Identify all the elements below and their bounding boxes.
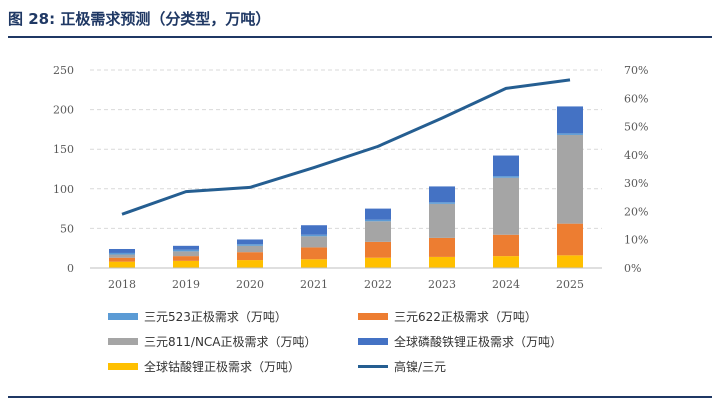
legend-item-ncm811-nca: 三元811/NCA正极需求（万吨） xyxy=(108,333,317,350)
bar-segment-ncm811-nca xyxy=(493,177,519,235)
y-right-tick-label: 40% xyxy=(624,149,648,162)
x-tick-label: 2018 xyxy=(108,278,136,291)
legend-line-ratio xyxy=(358,365,388,368)
bar-segment-ncm622 xyxy=(237,252,263,261)
grid-layer xyxy=(90,69,602,229)
y-right-tick-label: 10% xyxy=(624,234,648,247)
legend-label-ratio: 高镍/三元 xyxy=(394,360,447,374)
y-left-tick-label: 150 xyxy=(53,143,74,156)
bar-segment-lco xyxy=(493,256,519,268)
y-left-tick-label: 200 xyxy=(53,104,74,117)
bar-segment-ncm523 xyxy=(429,202,455,204)
bar-segment-lfp xyxy=(301,225,327,235)
x-tick-label: 2024 xyxy=(492,278,520,291)
line-layer xyxy=(121,78,571,216)
bar-segment-lfp xyxy=(109,248,135,253)
y-right-tick-label: 30% xyxy=(624,177,648,190)
legend-swatch-ncm811-nca xyxy=(108,338,138,345)
bar-segment-lfp xyxy=(365,208,391,220)
x-tick-label: 2022 xyxy=(364,278,392,291)
y-left-tick-label: 50 xyxy=(60,222,74,235)
legend-swatch-lco xyxy=(108,363,138,370)
y-right-tick-label: 50% xyxy=(624,121,648,134)
bar-segment-ncm811-nca xyxy=(557,134,583,224)
bar-segment-ncm811-nca xyxy=(173,251,199,257)
bar-segment-lco xyxy=(557,255,583,268)
legend-label-ncm523: 三元523正极需求（万吨） xyxy=(144,310,287,324)
y-right-tick-label: 0% xyxy=(624,262,641,275)
bar-segment-ncm523 xyxy=(109,252,135,255)
legend-swatch-ncm523 xyxy=(108,313,138,320)
bar-segment-ncm622 xyxy=(365,241,391,258)
bar-segment-ncm622 xyxy=(109,257,135,262)
bottom-rule xyxy=(8,396,712,398)
y-right-tick-label: 60% xyxy=(624,92,648,105)
x-tick-label: 2025 xyxy=(556,278,584,291)
y-right-tick-label: 70% xyxy=(624,64,648,77)
bar-segment-ncm523 xyxy=(365,219,391,222)
x-tick-label: 2019 xyxy=(172,278,200,291)
title-rule xyxy=(8,36,712,38)
bar-segment-ncm622 xyxy=(493,234,519,257)
legend-label-lco: 全球钴酸锂正极需求（万吨） xyxy=(144,360,301,374)
axis-layer: 0 50 100 150 200 250 0% 10% 20% 30% 40% 50% 60% 70% 20… xyxy=(53,64,648,291)
bar-segment-lco xyxy=(237,260,263,268)
legend-item-lco: 全球钴酸锂正极需求（万吨） xyxy=(108,358,300,375)
bar-segment-lfp xyxy=(429,186,455,203)
y-left-tick-label: 100 xyxy=(53,183,74,196)
series-line-ratio xyxy=(121,78,571,216)
bar-segment-ncm811-nca xyxy=(301,236,327,248)
bar-segment-lco xyxy=(429,256,455,268)
x-tick-label: 2021 xyxy=(300,278,328,291)
legend-label-lfp: 全球磷酸铁锂正极需求（万吨） xyxy=(394,335,563,349)
bar-segment-ncm811-nca xyxy=(237,245,263,253)
bar-segment-lfp xyxy=(493,155,519,177)
bar-segment-ncm811-nca xyxy=(429,203,455,238)
bar-segment-lfp xyxy=(237,239,263,245)
legend-label-ncm811-nca: 三元811/NCA正极需求（万吨） xyxy=(144,335,317,349)
legend-item-ratio: 高镍/三元 xyxy=(358,358,446,375)
bar-segment-ncm523 xyxy=(173,249,199,252)
bar-layer xyxy=(109,106,583,268)
x-tick-label: 2023 xyxy=(428,278,456,291)
bar-segment-lco xyxy=(173,260,199,268)
bar-segment-ncm622 xyxy=(557,223,583,256)
bar-segment-ncm811-nca xyxy=(365,221,391,242)
bar-segment-ncm523 xyxy=(237,244,263,246)
bar-segment-ncm523 xyxy=(493,176,519,178)
legend-label-ncm622: 三元622正极需求（万吨） xyxy=(394,310,537,324)
bar-segment-ncm523 xyxy=(301,234,327,237)
bar-segment-lco xyxy=(301,259,327,268)
legend-item-ncm523: 三元523正极需求（万吨） xyxy=(108,308,287,325)
bar-segment-ncm622 xyxy=(429,237,455,257)
bar-segment-ncm811-nca xyxy=(109,254,135,258)
bar-segment-lco xyxy=(365,257,391,268)
y-right-tick-label: 20% xyxy=(624,205,648,218)
figure-title: 图 28: 正极需求预测（分类型，万吨） xyxy=(8,10,271,28)
bar-segment-lfp xyxy=(173,245,199,250)
legend-item-lfp: 全球磷酸铁锂正极需求（万吨） xyxy=(358,333,562,350)
y-left-tick-label: 0 xyxy=(67,262,74,275)
legend-swatch-lfp xyxy=(358,338,388,345)
bar-segment-lfp xyxy=(557,106,583,134)
bar-segment-lco xyxy=(109,261,135,268)
x-tick-label: 2020 xyxy=(236,278,264,291)
legend-item-ncm622: 三元622正极需求（万吨） xyxy=(358,308,537,325)
bar-segment-ncm622 xyxy=(301,247,327,260)
legend-swatch-ncm622 xyxy=(358,313,388,320)
bar-segment-ncm622 xyxy=(173,256,199,261)
bar-segment-ncm523 xyxy=(557,133,583,135)
y-left-tick-label: 250 xyxy=(53,64,74,77)
